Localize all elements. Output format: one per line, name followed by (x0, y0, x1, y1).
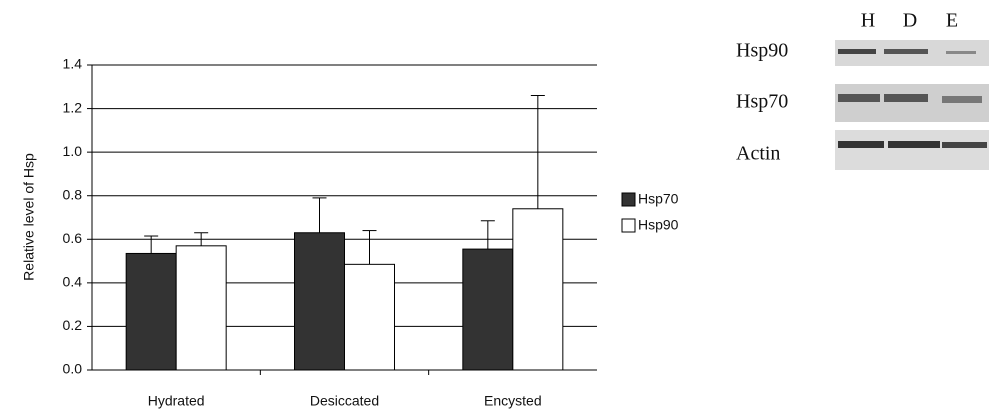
blot-strip (835, 130, 989, 170)
blot-band (946, 51, 976, 54)
y-tick-label: 0.2 (63, 317, 83, 333)
lane-label: H (861, 10, 875, 32)
figure: Relative level of Hsp 0.0 0.2 0.4 0.6 0.8 1.0… (0, 0, 989, 415)
blot-image (835, 40, 989, 170)
blot-band (884, 49, 928, 54)
legend-swatch (622, 219, 635, 232)
blot-band (838, 94, 880, 102)
blot-band (838, 141, 884, 148)
y-tick-label: 0.6 (63, 230, 83, 246)
legend-label: Hsp90 (638, 217, 679, 233)
row-label: Hsp70 (736, 91, 788, 113)
blot-band (838, 49, 876, 54)
blot-band (942, 142, 987, 148)
row-label: Actin (736, 143, 780, 165)
bar (295, 233, 345, 370)
legend-swatch (622, 193, 635, 206)
bar (126, 253, 176, 370)
x-tick-label: Hydrated (148, 393, 205, 409)
y-tick-label: 1.0 (63, 143, 83, 159)
legend-label: Hsp70 (638, 191, 679, 207)
y-tick-label: 0.8 (63, 186, 83, 202)
bar (176, 246, 226, 370)
bar (345, 264, 395, 370)
bar (463, 249, 513, 370)
y-tick-label: 1.2 (63, 99, 83, 115)
y-tick-label: 1.4 (63, 56, 83, 72)
x-tick-label: Desiccated (310, 393, 379, 409)
y-tick-label: 0.4 (63, 274, 83, 290)
x-tick-label: Encysted (484, 393, 542, 409)
blot-band (888, 141, 940, 148)
blot-band (942, 96, 982, 103)
bar (513, 209, 563, 370)
y-tick-label: 0.0 (63, 361, 83, 377)
lane-label: D (903, 10, 917, 32)
lane-label: E (946, 10, 958, 32)
blot-band (884, 94, 928, 102)
row-label: Hsp90 (736, 40, 788, 62)
y-axis-label: Relative level of Hsp (21, 153, 37, 281)
